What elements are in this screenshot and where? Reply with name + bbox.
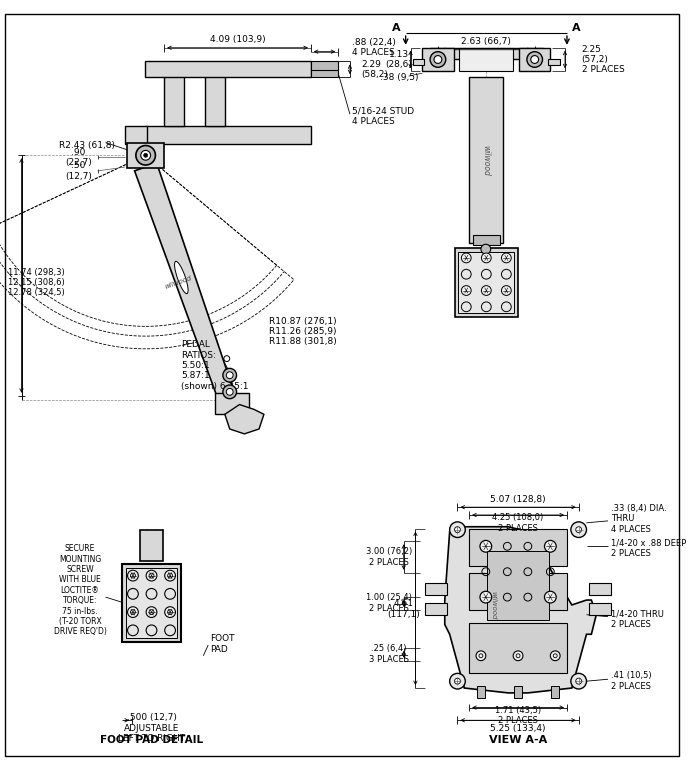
Bar [145,126,311,143]
Bar [311,62,338,70]
Circle shape [531,55,538,63]
Text: .25 (6,4)
3 PLACES: .25 (6,4) 3 PLACES [369,644,409,664]
Bar [126,567,177,638]
Circle shape [501,286,511,296]
Circle shape [223,368,237,382]
Bar [125,126,146,143]
Bar [425,603,447,614]
Bar [425,584,447,595]
Circle shape [146,607,157,618]
Circle shape [513,651,523,661]
Text: 4.25 (108,0)
2 PLACES: 4.25 (108,0) 2 PLACES [493,513,544,533]
Circle shape [545,591,556,603]
Text: PEDAL
RATIOS:
5.50:1
5.87:1
(shown) 6.25:1: PEDAL RATIOS: 5.50:1 5.87:1 (shown) 6.25… [181,340,248,390]
Text: .38 (9,5): .38 (9,5) [379,72,418,82]
Bar [454,248,518,316]
Text: 1/4-20 THRU
2 PLACES: 1/4-20 THRU 2 PLACES [611,610,664,629]
Circle shape [501,253,511,263]
Bar [412,59,424,65]
Circle shape [226,372,233,379]
Bar [127,142,164,168]
Text: 4.61
(117,1): 4.61 (117,1) [387,599,420,618]
Circle shape [164,571,176,581]
Text: SECURE
MOUNTING
SCREW
WITH BLUE
LOCTITE®
TORQUE:
75 in-lbs.
(T-20 TORX
DRIVE REQ: SECURE MOUNTING SCREW WITH BLUE LOCTITE®… [54,544,106,636]
Circle shape [527,52,542,67]
Text: .41 (10,5)
2 PLACES: .41 (10,5) 2 PLACES [611,671,652,691]
Text: wilwood: wilwood [491,591,496,619]
Text: R2.43 (61,8): R2.43 (61,8) [59,141,115,150]
Text: 5/16-24 STUD
4 PLACES: 5/16-24 STUD 4 PLACES [352,106,414,126]
Bar [122,564,181,642]
Polygon shape [444,527,596,693]
Bar [205,75,225,126]
Circle shape [226,388,233,395]
Polygon shape [225,404,264,434]
Bar [519,48,550,71]
Text: 3.00 (76,2)
2 PLACES: 3.00 (76,2) 2 PLACES [366,547,412,567]
Circle shape [482,286,491,296]
Text: VIEW A-A: VIEW A-A [489,735,547,745]
Bar [469,573,567,610]
Text: 1.71 (43,5)
2 PLACES: 1.71 (43,5) 2 PLACES [495,705,541,725]
Bar [311,69,338,77]
Bar [514,686,522,698]
Circle shape [449,522,466,537]
Circle shape [127,571,139,581]
Text: R10.87 (276,1): R10.87 (276,1) [269,317,337,326]
Text: 1.13
(28,6): 1.13 (28,6) [386,50,412,69]
Bar [469,77,503,243]
Text: 4.09 (103,9): 4.09 (103,9) [210,35,265,45]
Text: R11.88 (301,8): R11.88 (301,8) [269,336,337,346]
Bar [215,393,249,414]
Text: 12.15 (308,6): 12.15 (308,6) [8,278,64,287]
Circle shape [454,678,461,684]
Bar [552,686,559,698]
Circle shape [545,541,556,552]
Text: wilwood: wilwood [482,145,490,176]
Text: .90
(22,7): .90 (22,7) [65,148,92,167]
Bar [473,236,500,245]
Bar [589,584,611,595]
Circle shape [482,253,491,263]
Circle shape [136,146,155,165]
Text: 5.07 (128,8): 5.07 (128,8) [490,495,546,504]
Text: 1/4-20 x .88 DEEP
2 PLACES: 1/4-20 x .88 DEEP 2 PLACES [611,538,686,558]
Bar [548,59,560,65]
Text: FOOT PAD DETAIL: FOOT PAD DETAIL [100,735,203,745]
Text: .50
(12,7): .50 (12,7) [65,161,92,181]
Circle shape [480,591,491,603]
Circle shape [164,607,176,618]
Text: 2.29
(58,2): 2.29 (58,2) [362,59,389,79]
Text: .33 (8,4) DIA.
THRU
4 PLACES: .33 (8,4) DIA. THRU 4 PLACES [611,504,666,534]
Text: 12.78 (324,5): 12.78 (324,5) [8,288,64,296]
Circle shape [146,571,157,581]
Bar [140,530,163,561]
Circle shape [127,607,139,618]
Circle shape [476,651,486,661]
Text: 5.25 (133,4): 5.25 (133,4) [490,724,546,732]
Circle shape [480,541,491,552]
Circle shape [571,673,587,689]
Bar [486,551,550,620]
Bar [430,48,542,59]
Polygon shape [134,163,235,400]
Circle shape [575,678,582,684]
Circle shape [454,527,461,533]
Bar [469,529,567,566]
Circle shape [461,253,471,263]
Text: A: A [391,23,400,33]
Bar [164,75,184,126]
Circle shape [449,673,466,689]
Circle shape [461,286,471,296]
Text: 2.25
(57,2)
2 PLACES: 2.25 (57,2) 2 PLACES [582,45,624,75]
Bar [459,48,513,71]
Bar [422,48,454,71]
Text: 1.00 (25,4)
2 PLACES: 1.00 (25,4) 2 PLACES [366,593,412,613]
Circle shape [430,52,446,67]
Circle shape [144,153,148,157]
Bar [145,62,311,77]
Circle shape [223,385,237,399]
Bar [458,252,514,313]
Text: .88 (22,4)
4 PLACES: .88 (22,4) 4 PLACES [352,38,396,58]
Text: R11.26 (285,9): R11.26 (285,9) [269,326,336,336]
